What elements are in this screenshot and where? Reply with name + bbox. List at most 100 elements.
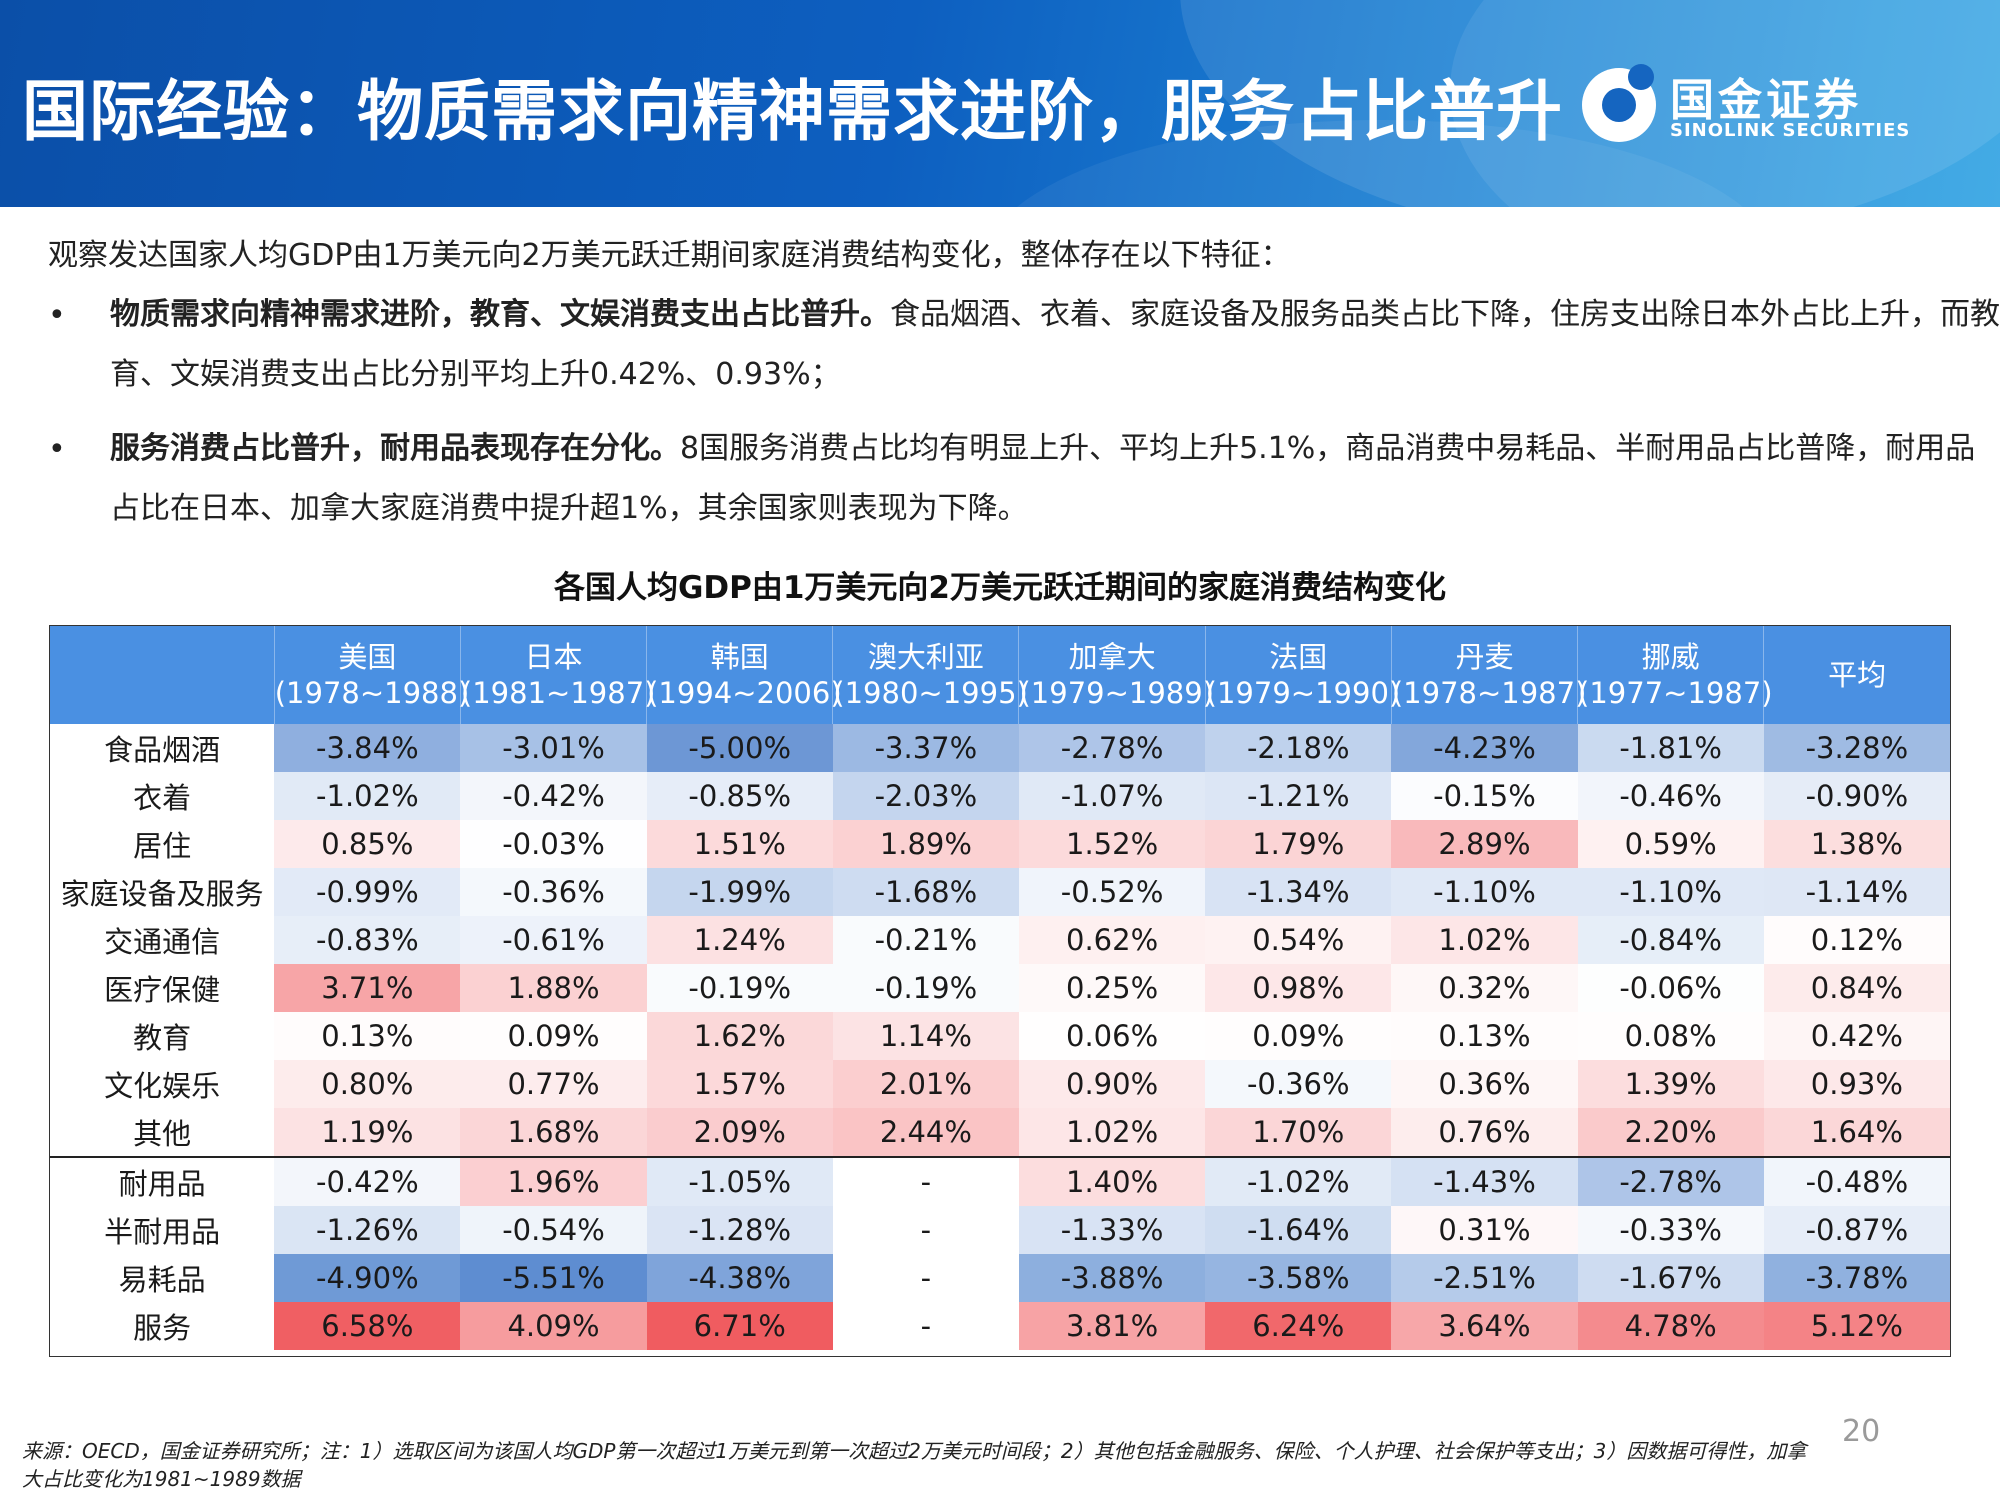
row-label: 其他: [50, 1108, 275, 1157]
table-cell: 1.79%: [1205, 820, 1392, 868]
table-cell: 0.62%: [1018, 916, 1206, 964]
table-row: 半耐用品 -1.26% -0.54% -1.28% - -1.33% -1.64% 0.31%…: [50, 1206, 1950, 1254]
table-cell: 0.31%: [1391, 1206, 1578, 1254]
table-row: 医疗保健 3.71% 1.88% -0.19% -0.19% 0.25% 0.98% 0.32…: [50, 964, 1950, 1012]
table-cell: -0.19%: [832, 964, 1019, 1012]
logo-icon: [1582, 64, 1656, 142]
table-cell: -0.87%: [1763, 1206, 1950, 1254]
table-cell: -1.64%: [1205, 1206, 1392, 1254]
table-cell: 0.25%: [1018, 964, 1206, 1012]
table-row: 交通通信 -0.83% -0.61% 1.24% -0.21% 0.62% 0.54% 1.0…: [50, 916, 1950, 964]
column-header: 澳大利亚 (1980~1995): [832, 626, 1028, 724]
table-cell: -0.15%: [1391, 772, 1578, 820]
table-cell: 6.71%: [646, 1302, 833, 1350]
table-cell: -3.28%: [1763, 724, 1950, 772]
row-label: 食品烟酒: [50, 724, 275, 772]
table-cell: 0.90%: [1018, 1060, 1206, 1108]
row-label: 衣着: [50, 772, 275, 820]
period-range: (1994~2006): [647, 676, 842, 710]
bullet-heading: 服务消费占比普升，耐用品表现存在分化。: [110, 431, 680, 466]
period-range: (1981~1987): [460, 676, 656, 710]
table-cell: -: [832, 1206, 1019, 1254]
table-cell: -1.33%: [1018, 1206, 1206, 1254]
table-cell: -1.02%: [274, 772, 461, 820]
table-cell: -1.07%: [1018, 772, 1206, 820]
table-cell: 4.09%: [460, 1302, 647, 1350]
table-cell: 0.06%: [1018, 1012, 1206, 1060]
table-cell: -0.90%: [1763, 772, 1950, 820]
table-row: 食品烟酒 -3.84% -3.01% -5.00% -3.37% -2.78% -2.18%…: [50, 724, 1950, 772]
table-cell: -0.52%: [1018, 868, 1206, 916]
table-title: 各国人均GDP由1万美元向2万美元跃迁期间的家庭消费结构变化: [553, 570, 1447, 606]
page-number: 20: [1842, 1414, 1881, 1449]
table-cell: 0.76%: [1391, 1108, 1578, 1157]
header-banner: 国际经验：物质需求向精神需求进阶，服务占比普升 国金证券 SINOLINK SE…: [0, 0, 2000, 207]
table-cell: 2.09%: [646, 1108, 833, 1157]
country-name: 平均: [1828, 658, 1887, 692]
table-cell: -1.14%: [1763, 868, 1950, 916]
table-cell: 1.19%: [274, 1108, 461, 1157]
table-cell: -0.85%: [646, 772, 833, 820]
table-cell: 0.12%: [1763, 916, 1950, 964]
table-cell: 1.39%: [1577, 1060, 1764, 1108]
table-cell: -0.21%: [832, 916, 1019, 964]
table-cell: -0.19%: [646, 964, 833, 1012]
bullet-icon: •: [48, 432, 66, 467]
table-cell: 0.42%: [1763, 1012, 1950, 1060]
bullet-icon: •: [48, 298, 66, 333]
table-cell: 1.88%: [460, 964, 647, 1012]
period-range: (1978~1988): [274, 676, 470, 710]
row-label: 易耗品: [50, 1254, 275, 1302]
table-row: 其他 1.19% 1.68% 2.09% 2.44% 1.02% 1.70% 0.76% 2.2…: [50, 1108, 1950, 1157]
column-header: 平均: [1763, 626, 1950, 724]
table-row: 家庭设备及服务 -0.99% -0.36% -1.99% -1.68% -0.52% -1.…: [50, 868, 1950, 916]
table-cell: -1.28%: [646, 1206, 833, 1254]
table-row: 教育 0.13% 0.09% 1.62% 1.14% 0.06% 0.09% 0.13% 0.0…: [50, 1012, 1950, 1060]
table-cell: -: [832, 1156, 1019, 1206]
table-cell: -0.03%: [460, 820, 647, 868]
column-header: 韩国 (1994~2006): [646, 626, 842, 724]
table-cell: -0.42%: [274, 1156, 461, 1206]
table-row: 耐用品 -0.42% 1.96% -1.05% -1.40% -1.02% -1.43% -2…: [50, 1156, 1950, 1206]
table-cell: 0.09%: [1205, 1012, 1392, 1060]
table-row: 居住 0.85% -0.03% 1.51% 1.89% 1.52% 1.79% 2.89% 0.…: [50, 820, 1950, 868]
table-corner-cell: [50, 626, 275, 724]
row-label: 半耐用品: [50, 1206, 275, 1254]
table-cell: 1.14%: [832, 1012, 1019, 1060]
logo-chinese-name: 国金证券: [1670, 75, 1862, 126]
table-cell: 1.02%: [1391, 916, 1578, 964]
table-cell: -0.33%: [1577, 1206, 1764, 1254]
table-cell: -2.18%: [1205, 724, 1392, 772]
row-label: 交通通信: [50, 916, 275, 964]
table-cell: -5.51%: [460, 1254, 647, 1302]
table-cell: 1.02%: [1018, 1108, 1206, 1157]
table-cell: -0.42%: [460, 772, 647, 820]
table-cell: -0.46%: [1577, 772, 1764, 820]
table-cell: 1.68%: [460, 1108, 647, 1157]
table-cell: 0.32%: [1391, 964, 1578, 1012]
table-cell: -3.58%: [1205, 1254, 1392, 1302]
row-label: 居住: [50, 820, 275, 868]
table-cell: 6.58%: [274, 1302, 461, 1350]
table-cell: 1.38%: [1763, 820, 1950, 868]
table-cell: -0.84%: [1577, 916, 1764, 964]
table-cell: -1.05%: [646, 1156, 833, 1206]
period-range: (1977~1987): [1578, 676, 1773, 710]
country-name: 日本: [524, 640, 583, 674]
table-cell: 0.59%: [1577, 820, 1764, 868]
table-cell: -1.02%: [1205, 1156, 1392, 1206]
consumption-structure-table: 美国 (1978~1988) 日本 (1981~1987) 韩国 (1994~2006) 澳…: [50, 626, 1950, 1350]
column-header: 日本 (1981~1987): [459, 626, 656, 724]
table-cell: 2.44%: [832, 1108, 1019, 1157]
table-cell: -1.34%: [1205, 868, 1392, 916]
country-name: 法国: [1269, 640, 1328, 674]
table-cell: 0.80%: [274, 1060, 461, 1108]
row-label: 服务: [50, 1302, 275, 1350]
table-cell: -: [832, 1254, 1019, 1302]
table-cell: 1.57%: [646, 1060, 833, 1108]
period-range: (1979~1990): [1205, 676, 1401, 710]
table-cell: 2.20%: [1577, 1108, 1764, 1157]
page-title: 国际经验：物质需求向精神需求进阶，服务占比普升: [22, 73, 1563, 150]
table-cell: -3.01%: [460, 724, 647, 772]
table-cell: -2.78%: [1577, 1156, 1764, 1206]
